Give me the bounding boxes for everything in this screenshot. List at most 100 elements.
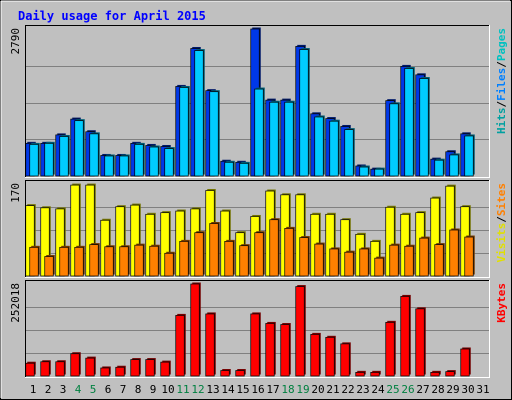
bar (329, 248, 339, 277)
bar (149, 146, 159, 177)
bar (29, 144, 39, 177)
bar (85, 357, 95, 377)
bar (115, 366, 125, 377)
bar (445, 371, 455, 377)
legend: KBytes (495, 283, 508, 323)
panel-visits-sites: 170 Visits/Sites (9, 180, 508, 278)
bar (385, 321, 395, 377)
panel-kbytes: 252018 KBytes (9, 280, 508, 378)
bar (434, 159, 444, 177)
x-tick-label: 4 (75, 383, 82, 396)
bar (419, 78, 429, 177)
x-tick-label: 18 (281, 383, 294, 396)
bar (130, 359, 140, 377)
bar (179, 87, 189, 177)
bar (134, 144, 144, 177)
bar (265, 323, 275, 377)
bar (269, 219, 279, 277)
legend-separator: / (495, 101, 508, 108)
bar (254, 88, 264, 177)
bar (404, 68, 414, 177)
bar (419, 237, 429, 277)
x-tick-label: 8 (135, 383, 142, 396)
bar (235, 370, 245, 377)
bar (344, 129, 354, 177)
bar (44, 256, 54, 277)
x-tick-label: 3 (60, 383, 67, 396)
x-tick-label: 17 (266, 383, 279, 396)
bar (415, 308, 425, 377)
bar (190, 283, 200, 377)
x-tick-label: 27 (416, 383, 429, 396)
x-tick-label: 13 (206, 383, 219, 396)
bar (400, 296, 410, 377)
bar (164, 148, 174, 177)
bar (374, 168, 384, 177)
bar (220, 370, 230, 377)
bar (175, 315, 185, 377)
bar (460, 348, 470, 377)
x-tick-label: 15 (236, 383, 249, 396)
bar (40, 361, 50, 377)
bar (239, 163, 249, 177)
bar (25, 362, 35, 377)
bar (299, 49, 309, 177)
x-tick-label: 20 (311, 383, 324, 396)
bar (295, 286, 305, 377)
x-tick-label: 31 (476, 383, 489, 396)
bar (239, 245, 249, 277)
bar (325, 336, 335, 377)
bar (119, 246, 129, 277)
bar (310, 334, 320, 377)
x-tick-label: 25 (386, 383, 399, 396)
x-tick-label: 11 (176, 383, 189, 396)
bar (374, 257, 384, 277)
legend-entry: Visits (495, 223, 508, 263)
x-tick-label: 26 (401, 383, 414, 396)
legend-entry: KBytes (495, 283, 508, 323)
legend-separator: / (495, 61, 508, 68)
bar (464, 236, 474, 277)
bar (145, 359, 155, 377)
bar (224, 161, 234, 177)
bar (404, 245, 414, 277)
bar (464, 135, 474, 177)
bar (205, 313, 215, 377)
legend-entry: Hits (495, 108, 508, 135)
x-tick-label: 24 (371, 383, 385, 396)
bar (70, 353, 80, 377)
y-max-label: 170 (9, 183, 22, 203)
x-tick-label: 6 (105, 383, 112, 396)
bar (194, 232, 204, 277)
x-tick-label: 12 (191, 383, 204, 396)
bar (284, 228, 294, 277)
x-tick-label: 30 (461, 383, 474, 396)
x-tick-label: 14 (221, 383, 235, 396)
bar (29, 246, 39, 277)
legend-entry: Pages (495, 28, 508, 61)
x-tick-label: 21 (326, 383, 339, 396)
bar (89, 133, 99, 177)
bar (149, 245, 159, 277)
bar (280, 324, 290, 377)
legend-entry: Files (495, 68, 508, 101)
bar (55, 361, 65, 377)
bar (179, 241, 189, 277)
bar (389, 244, 399, 277)
bar (314, 116, 324, 177)
bar (160, 361, 170, 377)
y-max-label: 252018 (9, 283, 22, 323)
bar (434, 244, 444, 277)
bar (284, 101, 294, 177)
x-axis-labels: 1 2 3 4 5 6 7 8 9 10 11 12 13 14 15 16 17 18 19 20 21 22 23 24 2… (30, 383, 490, 396)
bar (449, 229, 459, 277)
chart-panels: 2790Hits/Files/Pages170Visits/Sites25201… (9, 25, 508, 378)
x-tick-label: 23 (356, 383, 369, 396)
bar (449, 154, 459, 177)
bars (25, 282, 471, 377)
bar (89, 244, 99, 277)
x-tick-label: 19 (296, 383, 309, 396)
bar (370, 371, 380, 377)
bar (359, 248, 369, 277)
